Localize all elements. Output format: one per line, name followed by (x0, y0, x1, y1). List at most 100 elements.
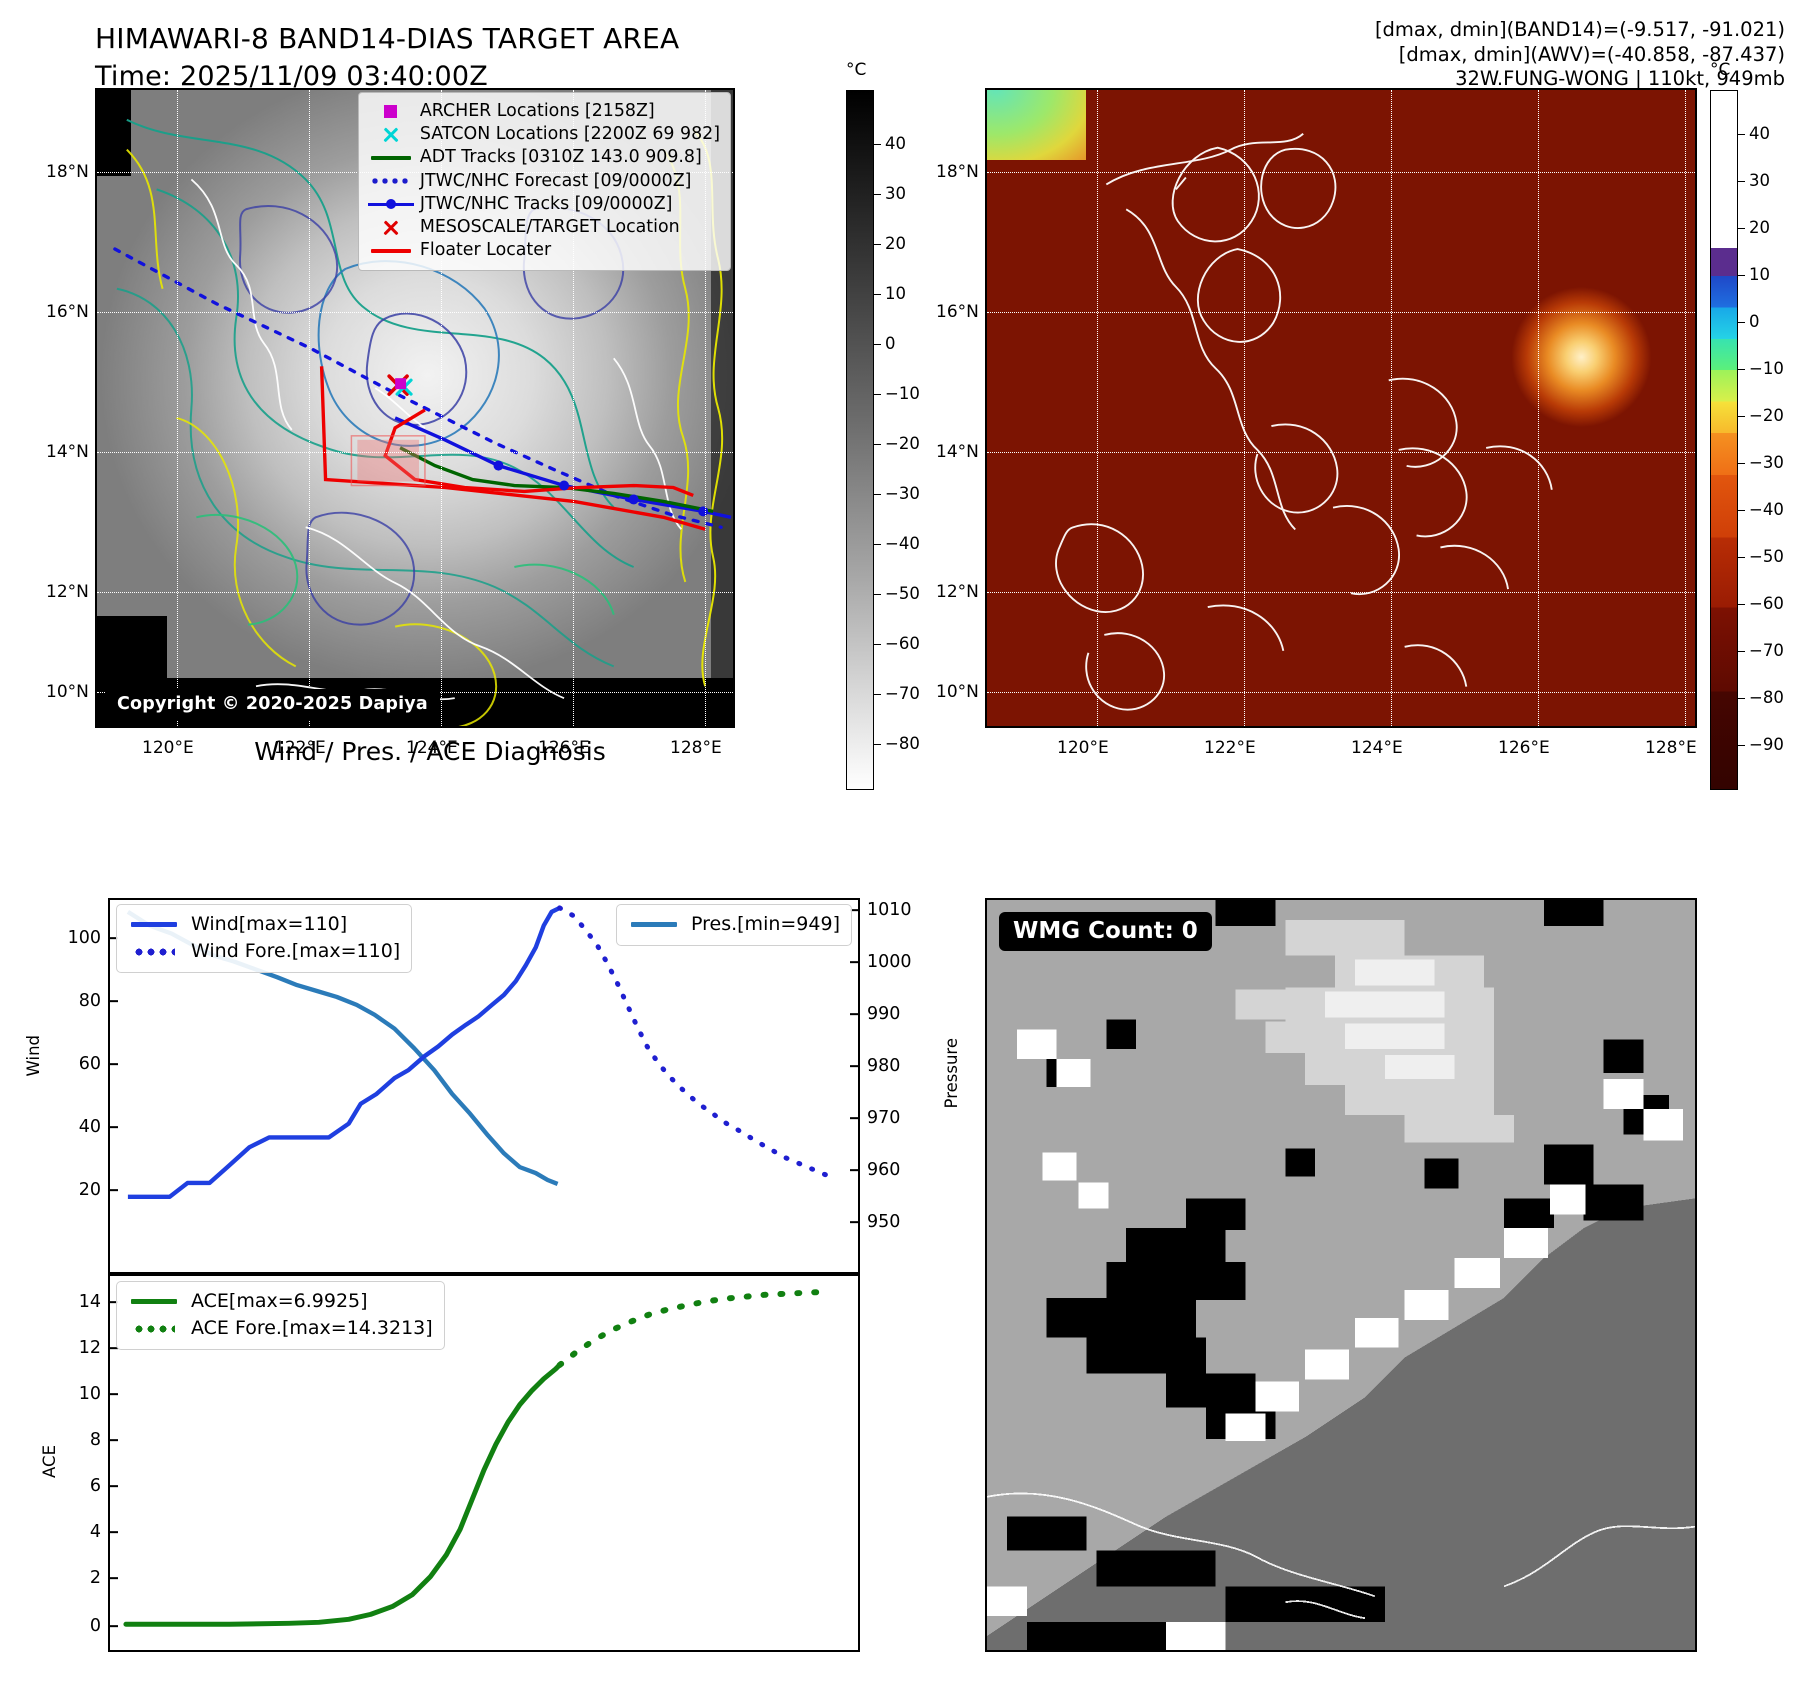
awv-cb-tick: 30 (1749, 171, 1770, 190)
ir-cb-tick: −50 (885, 584, 920, 603)
legend-label: MESOSCALE/TARGET Location (419, 217, 680, 238)
ir-cb-tick: −70 (885, 684, 920, 703)
awv-lon-label: 126°E (1498, 738, 1550, 758)
ace-legend: ACE[max=6.9925] ACE Fore.[max=14.3213] (116, 1281, 445, 1350)
awv-lat-label: 16°N (936, 302, 979, 322)
pressure-line-icon (625, 912, 683, 938)
ir-lat-label: 10°N (46, 682, 89, 702)
legend-label: Floater Locater (419, 240, 552, 261)
ir-contours-and-coastlines (113, 118, 732, 726)
storm-summary-text: 32W.FUNG-WONG | 110kt, 949mb (1455, 67, 1785, 90)
wind-axis-name: Wind (24, 1035, 43, 1077)
ir-colorbar-group: °C 40 30 20 10 0 −10 −20 −30 −40 −50 −60… (846, 60, 920, 820)
awv-cb-tick: −80 (1749, 688, 1784, 707)
ace-chart[interactable]: ACE[max=6.9925] ACE Fore.[max=14.3213] 1… (79, 1274, 860, 1652)
awv-lat-label: 10°N (936, 682, 979, 702)
dmax-awv-text: [dmax, dmin](AWV)=(-40.858, -87.437) (1398, 42, 1785, 66)
legend-label: ARCHER Locations [2158Z] (419, 101, 655, 121)
wind-ytick: 20 (78, 1180, 101, 1200)
legend-item: Floater Locater (368, 239, 720, 262)
dmax-band14-text: [dmax, dmin](BAND14)=(-9.517, -91.021) (1374, 18, 1785, 41)
page-title: HIMAWARI-8 BAND14-DIAS TARGET AREA Time:… (95, 20, 679, 96)
floater-line-icon (368, 239, 414, 262)
awv-colorbar-unit: °C (1710, 60, 1731, 80)
awv-satellite-map[interactable] (985, 88, 1697, 728)
legend-item: MESOSCALE/TARGET Location (368, 216, 720, 239)
legend-item: ACE[max=6.9925] (125, 1288, 433, 1315)
legend-label: SATCON Locations [2200Z 69 982] (419, 124, 720, 145)
legend-item: Wind[max=110] (125, 911, 400, 938)
ir-lon-label: 122°E (274, 738, 326, 758)
ir-cb-tick: −60 (885, 634, 920, 653)
awv-coastlines (1055, 133, 1553, 711)
awv-cb-tick: 40 (1749, 124, 1770, 143)
legend-item: ADT Tracks [0310Z 143.0 909.8] (368, 146, 720, 169)
wind-pres-ace-section-title: Wind / Pres. / ACE Diagnosis (254, 737, 606, 766)
legend-item: JTWC/NHC Tracks [09/0000Z] (367, 193, 720, 216)
ir-cb-tick: −40 (885, 534, 920, 553)
legend-label: ACE[max=6.9925] (191, 1290, 368, 1312)
pressure-ytick: 960 (867, 1160, 901, 1180)
ir-cb-tick: −10 (885, 384, 920, 403)
wind-ytick: 80 (78, 991, 101, 1011)
legend-item: ARCHER Locations [2158Z] (368, 100, 720, 123)
awv-gridline-lon (1685, 90, 1686, 726)
awv-cb-tick: 0 (1749, 312, 1760, 331)
ace-ytick: 2 (89, 1568, 101, 1588)
header-stats: [dmax, dmin](BAND14)=(-9.517, -91.021) [… (1375, 18, 1785, 92)
awv-lat-label: 12°N (936, 582, 979, 602)
awv-cb-tick: −40 (1749, 500, 1784, 519)
awv-cb-tick: −70 (1749, 641, 1784, 660)
ir-cb-tick: −30 (885, 484, 920, 503)
ir-cb-tick: 40 (885, 134, 906, 153)
ir-gridline-lat (97, 452, 733, 453)
ace-line-icon (125, 1289, 183, 1315)
legend-label: JTWC/NHC Tracks [09/0000Z] (419, 193, 673, 214)
wmg-classification-image (987, 900, 1695, 1650)
awv-cb-tick: −30 (1749, 453, 1784, 472)
wind-ytick: 40 (78, 1117, 101, 1137)
ir-lat-label: 12°N (46, 582, 89, 602)
awv-lon-label: 120°E (1057, 738, 1109, 758)
ir-gridline-lat (97, 592, 733, 593)
awv-cb-tick: 20 (1749, 218, 1770, 237)
ir-offdisk-mask (97, 90, 131, 176)
pressure-ytick: 970 (867, 1108, 901, 1128)
ir-lon-label: 126°E (538, 738, 590, 758)
ir-lon-label: 128°E (670, 738, 722, 758)
awv-cb-tick: 10 (1749, 265, 1770, 284)
awv-gridline-lon (1538, 90, 1539, 726)
awv-lon-label: 124°E (1351, 738, 1403, 758)
ir-cb-tick: 20 (885, 234, 906, 253)
ir-cb-tick: −80 (885, 734, 920, 753)
adt-line-icon (368, 147, 414, 170)
wmg-panel[interactable]: WMG Count: 0 (985, 898, 1697, 1652)
ace-plot-lines (123, 1288, 828, 1627)
awv-gridline-lat (987, 312, 1695, 313)
ir-cb-tick: −20 (885, 434, 920, 453)
pressure-ytick: 1000 (867, 952, 912, 972)
ace-forecast-dotted-icon (125, 1316, 183, 1342)
ir-lat-label: 18°N (46, 162, 89, 182)
pressure-ytick: 1010 (867, 900, 912, 920)
ace-axis-name: ACE (40, 1445, 59, 1478)
ir-colorbar (846, 90, 874, 790)
legend-label: ACE Fore.[max=14.3213] (191, 1317, 433, 1339)
page-title-line2: Time: 2025/11/09 03:40:00Z (95, 61, 488, 92)
pressure-ytick: 980 (867, 1056, 901, 1076)
ace-ytick: 12 (78, 1338, 101, 1358)
ace-ytick: 8 (89, 1430, 101, 1450)
ace-ytick: 14 (78, 1292, 101, 1312)
copyright-badge: Copyright © 2020-2025 Dapiya (105, 689, 440, 720)
awv-lat-label: 18°N (936, 162, 979, 182)
legend-item: SATCON Locations [2200Z 69 982] (368, 123, 720, 146)
awv-colorbar-group: °C 40 30 20 10 0 −10 −20 −30 −40 −50 −60… (1710, 60, 1790, 820)
pressure-legend: Pres.[min=949] (616, 904, 852, 946)
satcon-x-icon (368, 123, 414, 146)
ir-cb-tick: 0 (885, 334, 896, 353)
awv-cb-tick: −90 (1749, 735, 1784, 754)
awv-cb-tick: −20 (1749, 406, 1784, 425)
ir-satellite-map[interactable]: Copyright © 2020-2025 Dapiya ARCHER Loca… (95, 88, 735, 728)
wind-pressure-chart[interactable]: Wind[max=110] Wind Fore.[max=110] Pres.[… (68, 898, 912, 1274)
